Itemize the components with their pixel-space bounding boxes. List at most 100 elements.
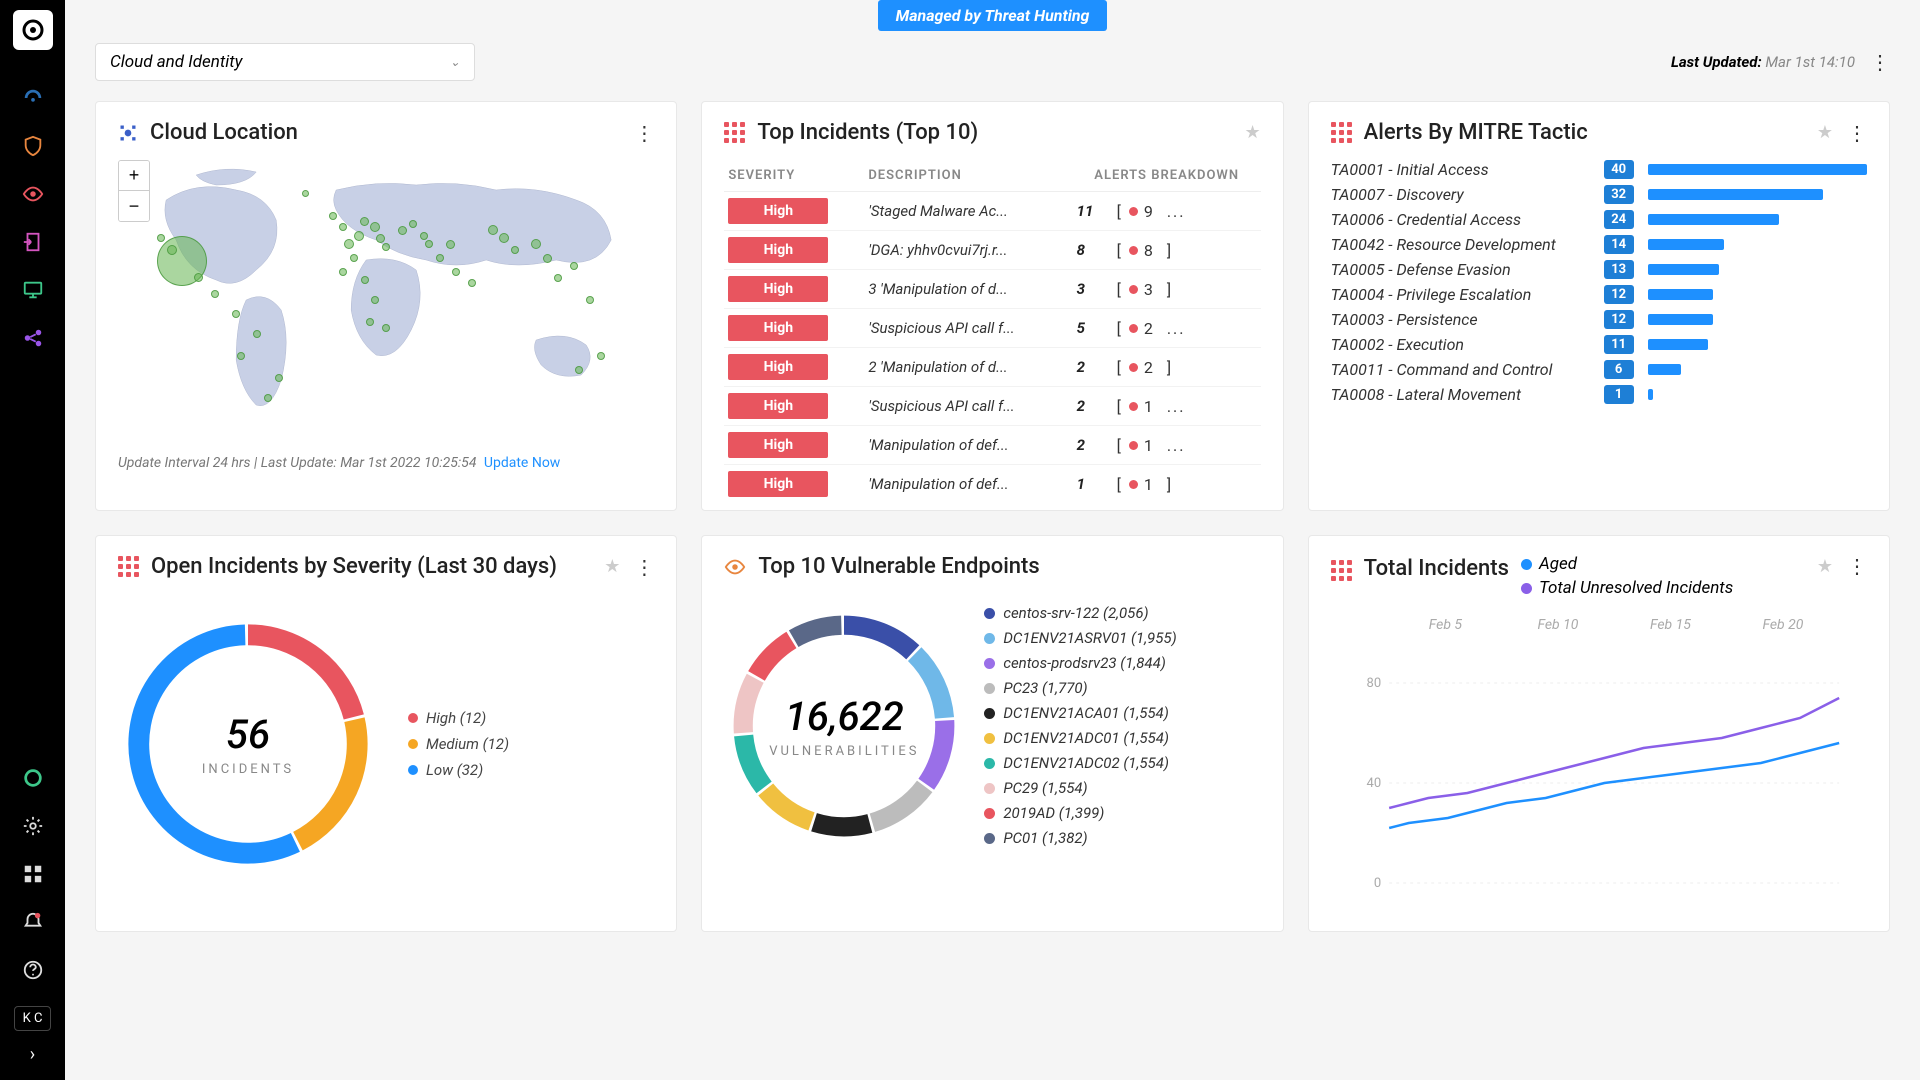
legend-item[interactable]: DC1ENV21ACA01 (1,554) xyxy=(984,704,1176,722)
star-icon[interactable]: ★ xyxy=(1245,122,1261,143)
map-point[interactable] xyxy=(420,232,428,240)
incident-row[interactable]: High'DGA: yhhv0cvui7rj.r...8[ 8 ] xyxy=(724,231,1260,270)
map-point[interactable] xyxy=(511,246,519,254)
map-point[interactable] xyxy=(436,254,444,262)
mitre-label: TA0002 - Execution xyxy=(1331,335,1596,354)
legend-item[interactable]: PC29 (1,554) xyxy=(984,779,1176,797)
incident-row[interactable]: High2 'Manipulation of d...2[ 2 ] xyxy=(724,348,1260,387)
incident-row[interactable]: High'Manipulation of def...1[ 1 ] xyxy=(724,465,1260,502)
line-chart[interactable]: 04080Feb 5Feb 10Feb 15Feb 20 xyxy=(1331,613,1867,913)
mitre-row[interactable]: TA0005 - Defense Evasion13 xyxy=(1331,260,1867,279)
card-title: Cloud Location xyxy=(150,120,298,145)
mitre-row[interactable]: TA0004 - Privilege Escalation12 xyxy=(1331,285,1867,304)
update-now-link[interactable]: Update Now xyxy=(484,455,560,471)
card-title: Top Incidents (Top 10) xyxy=(757,120,978,145)
severity-pill: High xyxy=(728,432,828,458)
legend-item[interactable]: Aged xyxy=(1521,554,1733,574)
sidebar-help-icon[interactable] xyxy=(13,950,53,990)
star-icon[interactable]: ★ xyxy=(1817,556,1833,577)
map-point[interactable] xyxy=(554,274,562,282)
card-menu-icon[interactable]: ⋮ xyxy=(1847,121,1867,145)
mitre-row[interactable]: TA0007 - Discovery32 xyxy=(1331,185,1867,204)
card-title: Alerts By MITRE Tactic xyxy=(1364,120,1588,145)
map-point[interactable] xyxy=(446,240,455,249)
map-point[interactable] xyxy=(425,240,433,248)
sidebar-apps-icon[interactable] xyxy=(13,854,53,894)
map-point[interactable] xyxy=(543,254,552,263)
severity-donut[interactable]: 56 INCIDENTS xyxy=(118,614,378,874)
view-dropdown[interactable]: Cloud and Identity ⌄ xyxy=(95,43,475,81)
card-menu-icon[interactable]: ⋮ xyxy=(634,121,654,145)
map-point[interactable] xyxy=(597,352,605,360)
dropdown-label: Cloud and Identity xyxy=(110,52,243,72)
legend-item[interactable]: Total Unresolved Incidents xyxy=(1521,578,1733,598)
map-point[interactable] xyxy=(194,273,203,282)
incident-row[interactable]: High3 'Manipulation of d...3[ 3 ] xyxy=(724,270,1260,309)
legend-item[interactable]: DC1ENV21ADC02 (1,554) xyxy=(984,754,1176,772)
mitre-row[interactable]: TA0042 - Resource Development14 xyxy=(1331,235,1867,254)
star-icon[interactable]: ★ xyxy=(1817,122,1833,143)
endpoints-donut[interactable]: 16,622 VULNERABILITIES xyxy=(724,606,964,846)
incidents-header: SEVERITY DESCRIPTION ALERTS BREAKDOWN xyxy=(724,160,1260,192)
legend-item[interactable]: DC1ENV21ADC01 (1,554) xyxy=(984,729,1176,747)
sidebar-shield-icon[interactable] xyxy=(13,126,53,166)
sidebar-gear-icon[interactable] xyxy=(13,806,53,846)
incident-count: 2 xyxy=(1077,436,1117,454)
map-point[interactable] xyxy=(354,231,364,241)
sidebar-share-icon[interactable] xyxy=(13,318,53,358)
sidebar-eye-icon[interactable] xyxy=(13,174,53,214)
map-point[interactable] xyxy=(586,296,594,304)
incident-count: 8 xyxy=(1077,241,1117,259)
incident-row[interactable]: High'Suspicious API call f...2[ 1 ... xyxy=(724,387,1260,426)
incident-breakdown: [ 1 ... xyxy=(1117,397,1257,416)
world-map[interactable] xyxy=(118,160,654,440)
map-point[interactable] xyxy=(382,243,390,251)
mitre-label: TA0003 - Persistence xyxy=(1331,310,1596,329)
zoom-out-button[interactable]: − xyxy=(119,191,149,221)
sidebar-logo[interactable] xyxy=(13,10,53,50)
sidebar-bell-icon[interactable] xyxy=(13,902,53,942)
map-point[interactable] xyxy=(344,239,354,249)
incident-row[interactable]: High'Staged Malware Ac...11[ 9 ... xyxy=(724,192,1260,231)
mitre-label: TA0005 - Defense Evasion xyxy=(1331,260,1596,279)
sidebar-user-badge[interactable]: K C xyxy=(14,1006,52,1031)
legend-item[interactable]: Low (32) xyxy=(408,761,509,779)
card-menu-icon[interactable]: ⋮ xyxy=(1847,554,1867,578)
sidebar-ring-icon[interactable] xyxy=(13,758,53,798)
mitre-row[interactable]: TA0001 - Initial Access40 xyxy=(1331,160,1867,179)
mitre-row[interactable]: TA0008 - Lateral Movement1 xyxy=(1331,385,1867,404)
card-menu-icon[interactable]: ⋮ xyxy=(634,555,654,579)
sidebar-expand-icon[interactable]: › xyxy=(30,1044,35,1065)
map-point[interactable] xyxy=(329,212,337,220)
legend-item[interactable]: High (12) xyxy=(408,709,509,727)
star-icon[interactable]: ★ xyxy=(604,556,620,577)
sidebar-gauge-icon[interactable] xyxy=(13,78,53,118)
incident-list[interactable]: High'Staged Malware Ac...11[ 9 ...High'D… xyxy=(724,192,1260,502)
sidebar-monitor-icon[interactable] xyxy=(13,270,53,310)
map-point[interactable] xyxy=(452,268,460,276)
map-point[interactable] xyxy=(398,226,407,235)
map-point[interactable] xyxy=(211,290,219,298)
incident-desc: 'Suspicious API call f... xyxy=(868,319,1076,337)
legend-item[interactable]: DC1ENV21ASRV01 (1,955) xyxy=(984,629,1176,647)
header-menu-icon[interactable]: ⋮ xyxy=(1870,50,1890,74)
legend-item[interactable]: centos-prodsrv23 (1,844) xyxy=(984,654,1176,672)
mitre-row[interactable]: TA0002 - Execution11 xyxy=(1331,335,1867,354)
mitre-row[interactable]: TA0006 - Credential Access24 xyxy=(1331,210,1867,229)
incident-row[interactable]: High'Suspicious API call f...5[ 2 ... xyxy=(724,309,1260,348)
legend-item[interactable]: centos-srv-122 (2,056) xyxy=(984,604,1176,622)
map-point[interactable] xyxy=(232,310,240,318)
mitre-row[interactable]: TA0011 - Command and Control6 xyxy=(1331,360,1867,379)
legend-item[interactable]: Medium (12) xyxy=(408,735,509,753)
mitre-label: TA0006 - Credential Access xyxy=(1331,210,1596,229)
zoom-in-button[interactable]: + xyxy=(119,161,149,191)
incident-row[interactable]: High'Manipulation of def...2[ 1 ... xyxy=(724,426,1260,465)
legend-item[interactable]: PC01 (1,382) xyxy=(984,829,1176,847)
legend-item[interactable]: PC23 (1,770) xyxy=(984,679,1176,697)
sidebar-door-icon[interactable] xyxy=(13,222,53,262)
map-point[interactable] xyxy=(167,245,177,255)
mitre-row[interactable]: TA0003 - Persistence12 xyxy=(1331,310,1867,329)
map-point[interactable] xyxy=(350,254,358,262)
legend-item[interactable]: 2019AD (1,399) xyxy=(984,804,1176,822)
incident-breakdown: [ 1 ... xyxy=(1117,436,1257,455)
